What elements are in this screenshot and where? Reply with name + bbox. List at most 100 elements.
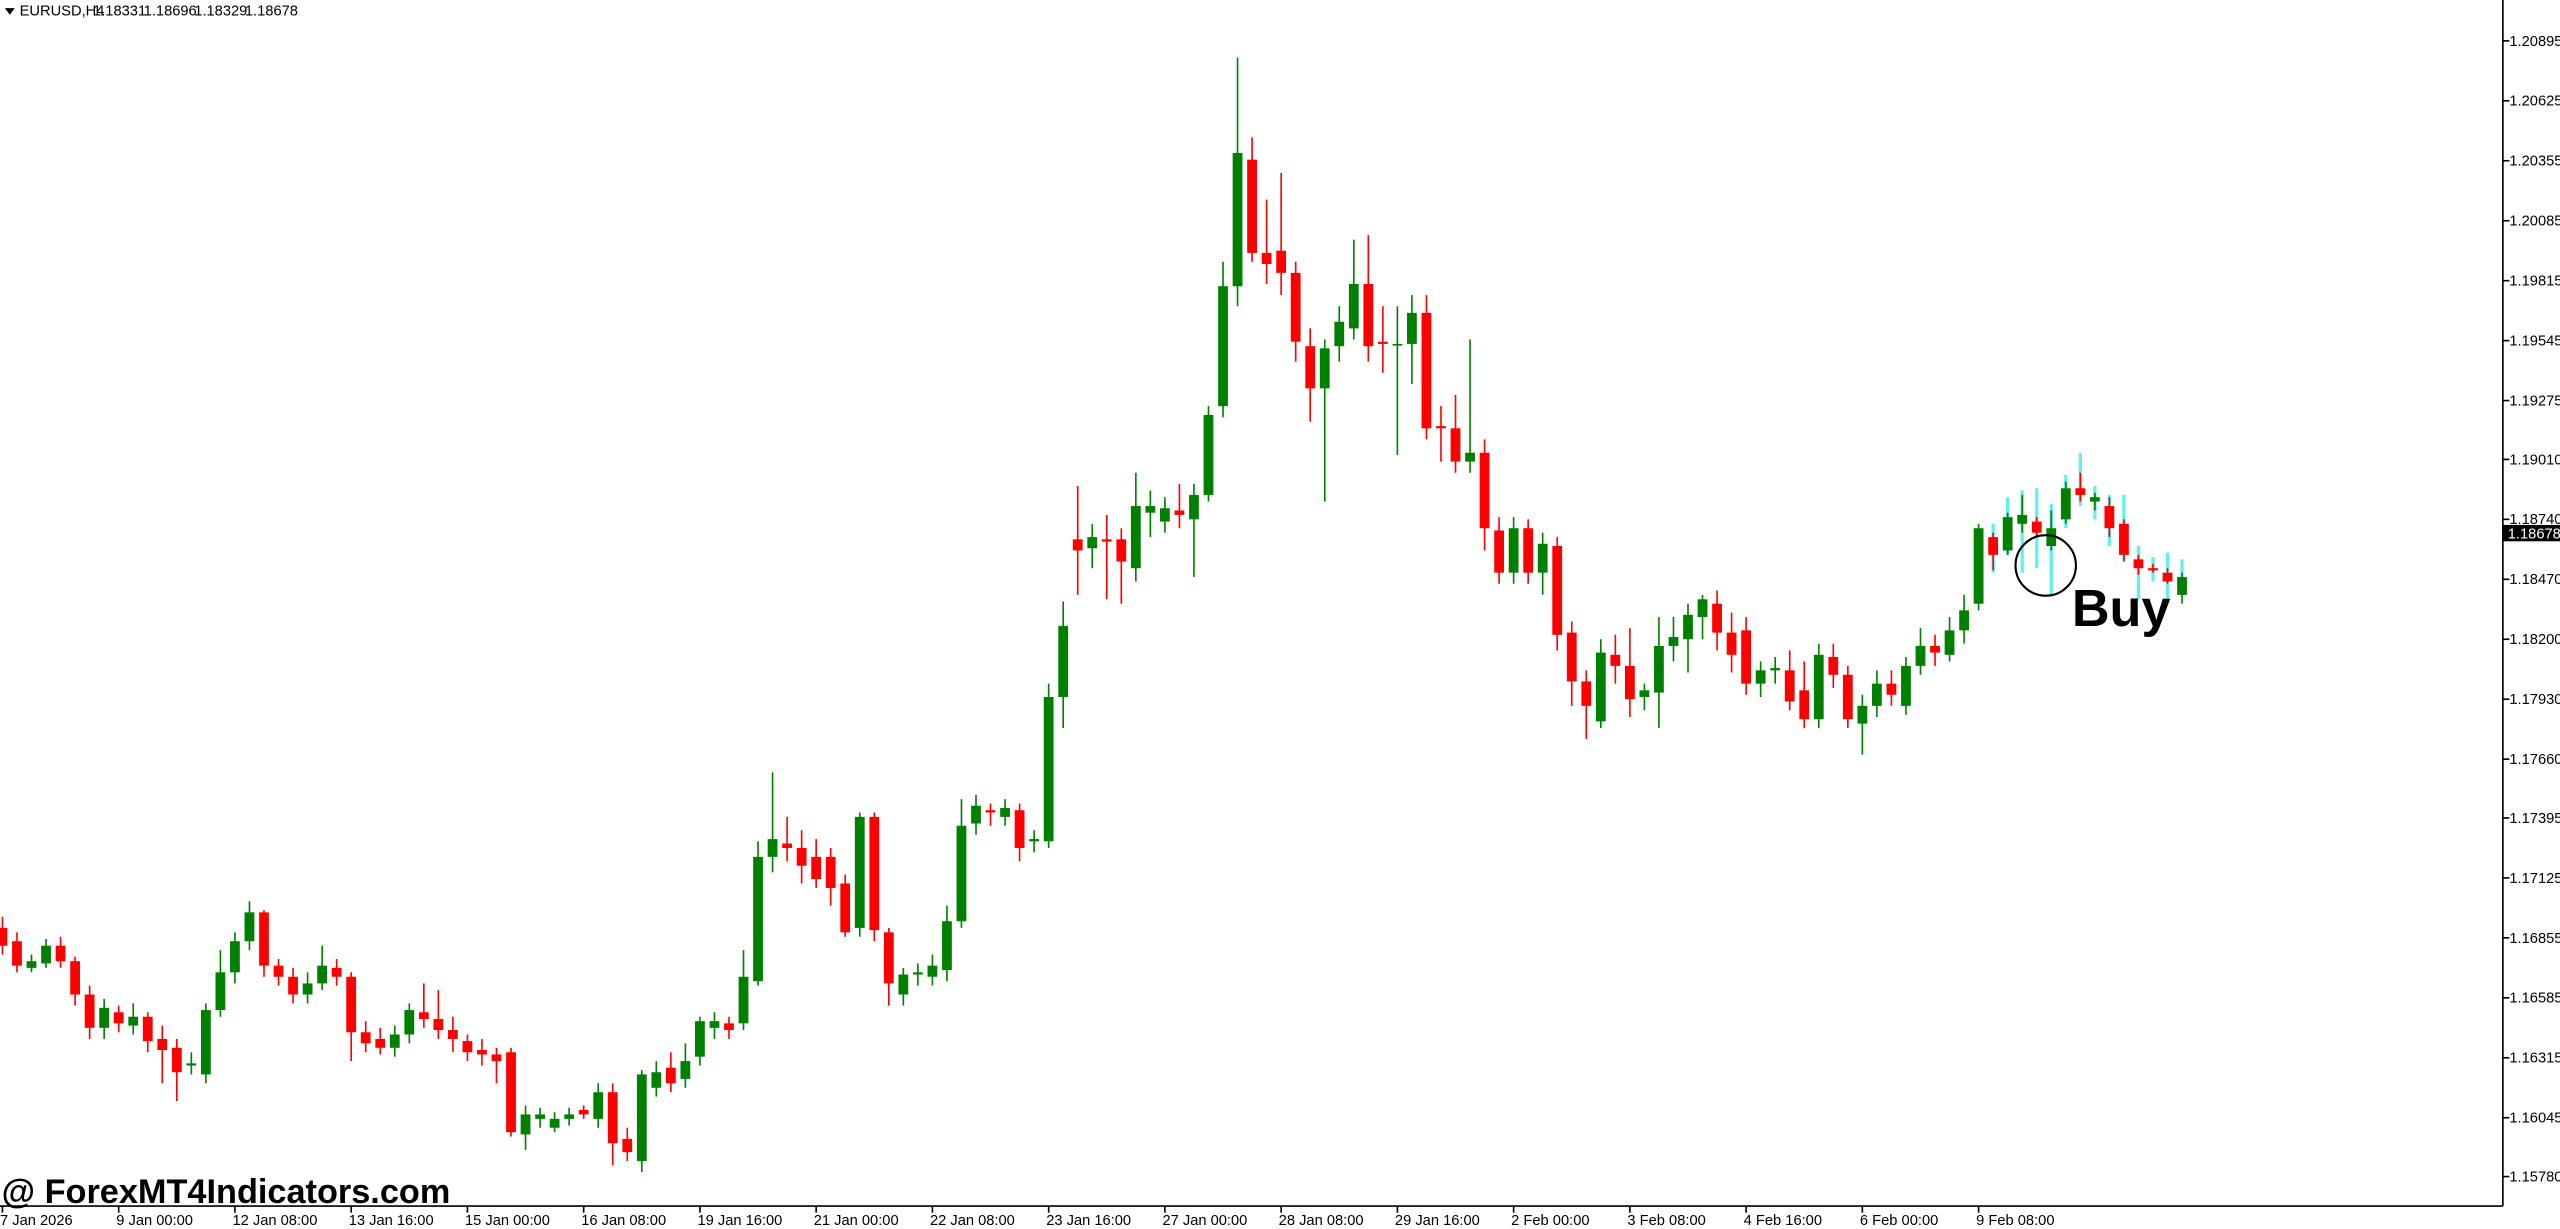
y-tick-label: 1.20085 <box>2509 214 2560 230</box>
candle-body <box>1087 537 1098 549</box>
candle-body <box>738 976 749 1024</box>
candle-body <box>1377 341 1388 344</box>
candle-body <box>985 810 996 813</box>
candle-body <box>1915 645 1926 666</box>
candle-body <box>12 941 22 966</box>
candle-body <box>1247 159 1257 253</box>
header-low: 1.18329 <box>194 4 247 20</box>
candle-body <box>709 1021 720 1028</box>
candle-body <box>84 994 95 1028</box>
x-tick-label: 28 Jan 08:00 <box>1279 1213 1364 1229</box>
watermark: @ ForexMT4Indicators.com <box>2 1173 451 1211</box>
menu-arrow[interactable] <box>4 8 15 15</box>
candle-body <box>1465 452 1475 462</box>
candle-body <box>825 856 836 888</box>
plot-area <box>0 57 2187 1173</box>
y-tick-label: 1.16045 <box>2509 1111 2560 1127</box>
candle-body <box>1014 810 1025 848</box>
x-tick-label: 16 Jan 08:00 <box>581 1213 666 1229</box>
x-tick-label: 4 Feb 16:00 <box>1744 1213 1822 1229</box>
candle-body <box>1130 506 1141 569</box>
candle-body <box>1290 272 1301 342</box>
candle-body <box>1058 625 1069 697</box>
candle-body <box>1000 808 1010 817</box>
y-tick-label: 1.19275 <box>2509 393 2560 409</box>
candle-body <box>1901 665 1911 706</box>
candle-body <box>811 856 822 880</box>
candle-body <box>2046 528 2057 546</box>
candle-body <box>1261 252 1272 265</box>
candle-body <box>607 1092 618 1144</box>
candle-body <box>695 1021 705 1057</box>
candle-body <box>854 816 865 928</box>
candle-body <box>1523 528 1534 573</box>
candle-body <box>1334 321 1345 347</box>
candle-body <box>142 1016 153 1042</box>
x-tick-label: 15 Jan 00:00 <box>465 1213 550 1229</box>
candle-body <box>1683 614 1693 640</box>
y-tick-label: 1.20355 <box>2509 154 2560 170</box>
candle-body <box>1189 494 1199 520</box>
x-tick-label: 27 Jan 00:00 <box>1162 1213 1247 1229</box>
candle-body <box>1421 312 1432 429</box>
candle-body <box>796 847 807 866</box>
candle-body <box>1203 414 1214 495</box>
candle-body <box>0 927 8 946</box>
price-marker-label: 1.18678 <box>2508 526 2560 542</box>
candle-body <box>244 912 255 942</box>
candle-body <box>389 1034 400 1048</box>
candle-body <box>1348 283 1359 329</box>
y-tick-label: 1.16585 <box>2509 991 2560 1007</box>
candle-body <box>186 1063 197 1066</box>
candle-body <box>1363 283 1374 347</box>
candle-body <box>346 976 357 1033</box>
candle-body <box>1160 508 1170 522</box>
x-tick-label: 9 Jan 00:00 <box>116 1213 193 1229</box>
candle-body <box>942 921 952 971</box>
candle-body <box>1101 539 1112 542</box>
candle-body <box>171 1047 182 1073</box>
candle-body <box>1581 681 1592 706</box>
candle-body <box>1944 630 1955 655</box>
candle-body <box>898 974 909 995</box>
candle-body <box>2148 568 2158 571</box>
candle-body <box>230 941 240 973</box>
candle-body <box>1508 528 1519 573</box>
header-open: 1.18331 <box>93 4 146 20</box>
candle-body <box>549 1118 560 1128</box>
candle-body <box>1552 545 1563 635</box>
x-tick-label: 9 Feb 08:00 <box>1976 1213 2054 1229</box>
candle-body <box>2017 514 2028 524</box>
y-tick-label: 1.18200 <box>2509 632 2560 648</box>
y-tick-label: 1.18740 <box>2509 512 2560 528</box>
candle-body <box>1959 610 1969 631</box>
candle-body <box>1726 632 1737 655</box>
candle-body <box>2119 523 2129 555</box>
y-tick-label: 1.20625 <box>2509 94 2560 110</box>
candle-body <box>1973 528 1984 604</box>
candle-body <box>302 983 313 995</box>
candle-body <box>1872 683 1882 706</box>
candle-body <box>375 1038 386 1048</box>
candle-body <box>578 1109 589 1115</box>
candle-body <box>520 1114 531 1135</box>
x-tick-label: 7 Jan 2026 <box>0 1213 73 1229</box>
candle-body <box>622 1138 633 1153</box>
candle-body <box>1813 654 1824 720</box>
candle-body <box>360 1032 371 1044</box>
candle-body <box>1494 530 1504 573</box>
candle-body <box>680 1061 691 1079</box>
candle-body <box>593 1092 604 1119</box>
candle-body <box>128 1016 139 1026</box>
candle-body <box>535 1114 545 1119</box>
candle-body <box>1276 250 1287 273</box>
candle-body <box>1407 312 1417 344</box>
candle-body <box>26 961 37 968</box>
candle-body <box>2075 488 2086 495</box>
candle-body <box>767 839 778 857</box>
candle-body <box>1624 665 1635 700</box>
y-tick-label: 1.17930 <box>2509 692 2560 708</box>
candle-body <box>448 1030 458 1039</box>
